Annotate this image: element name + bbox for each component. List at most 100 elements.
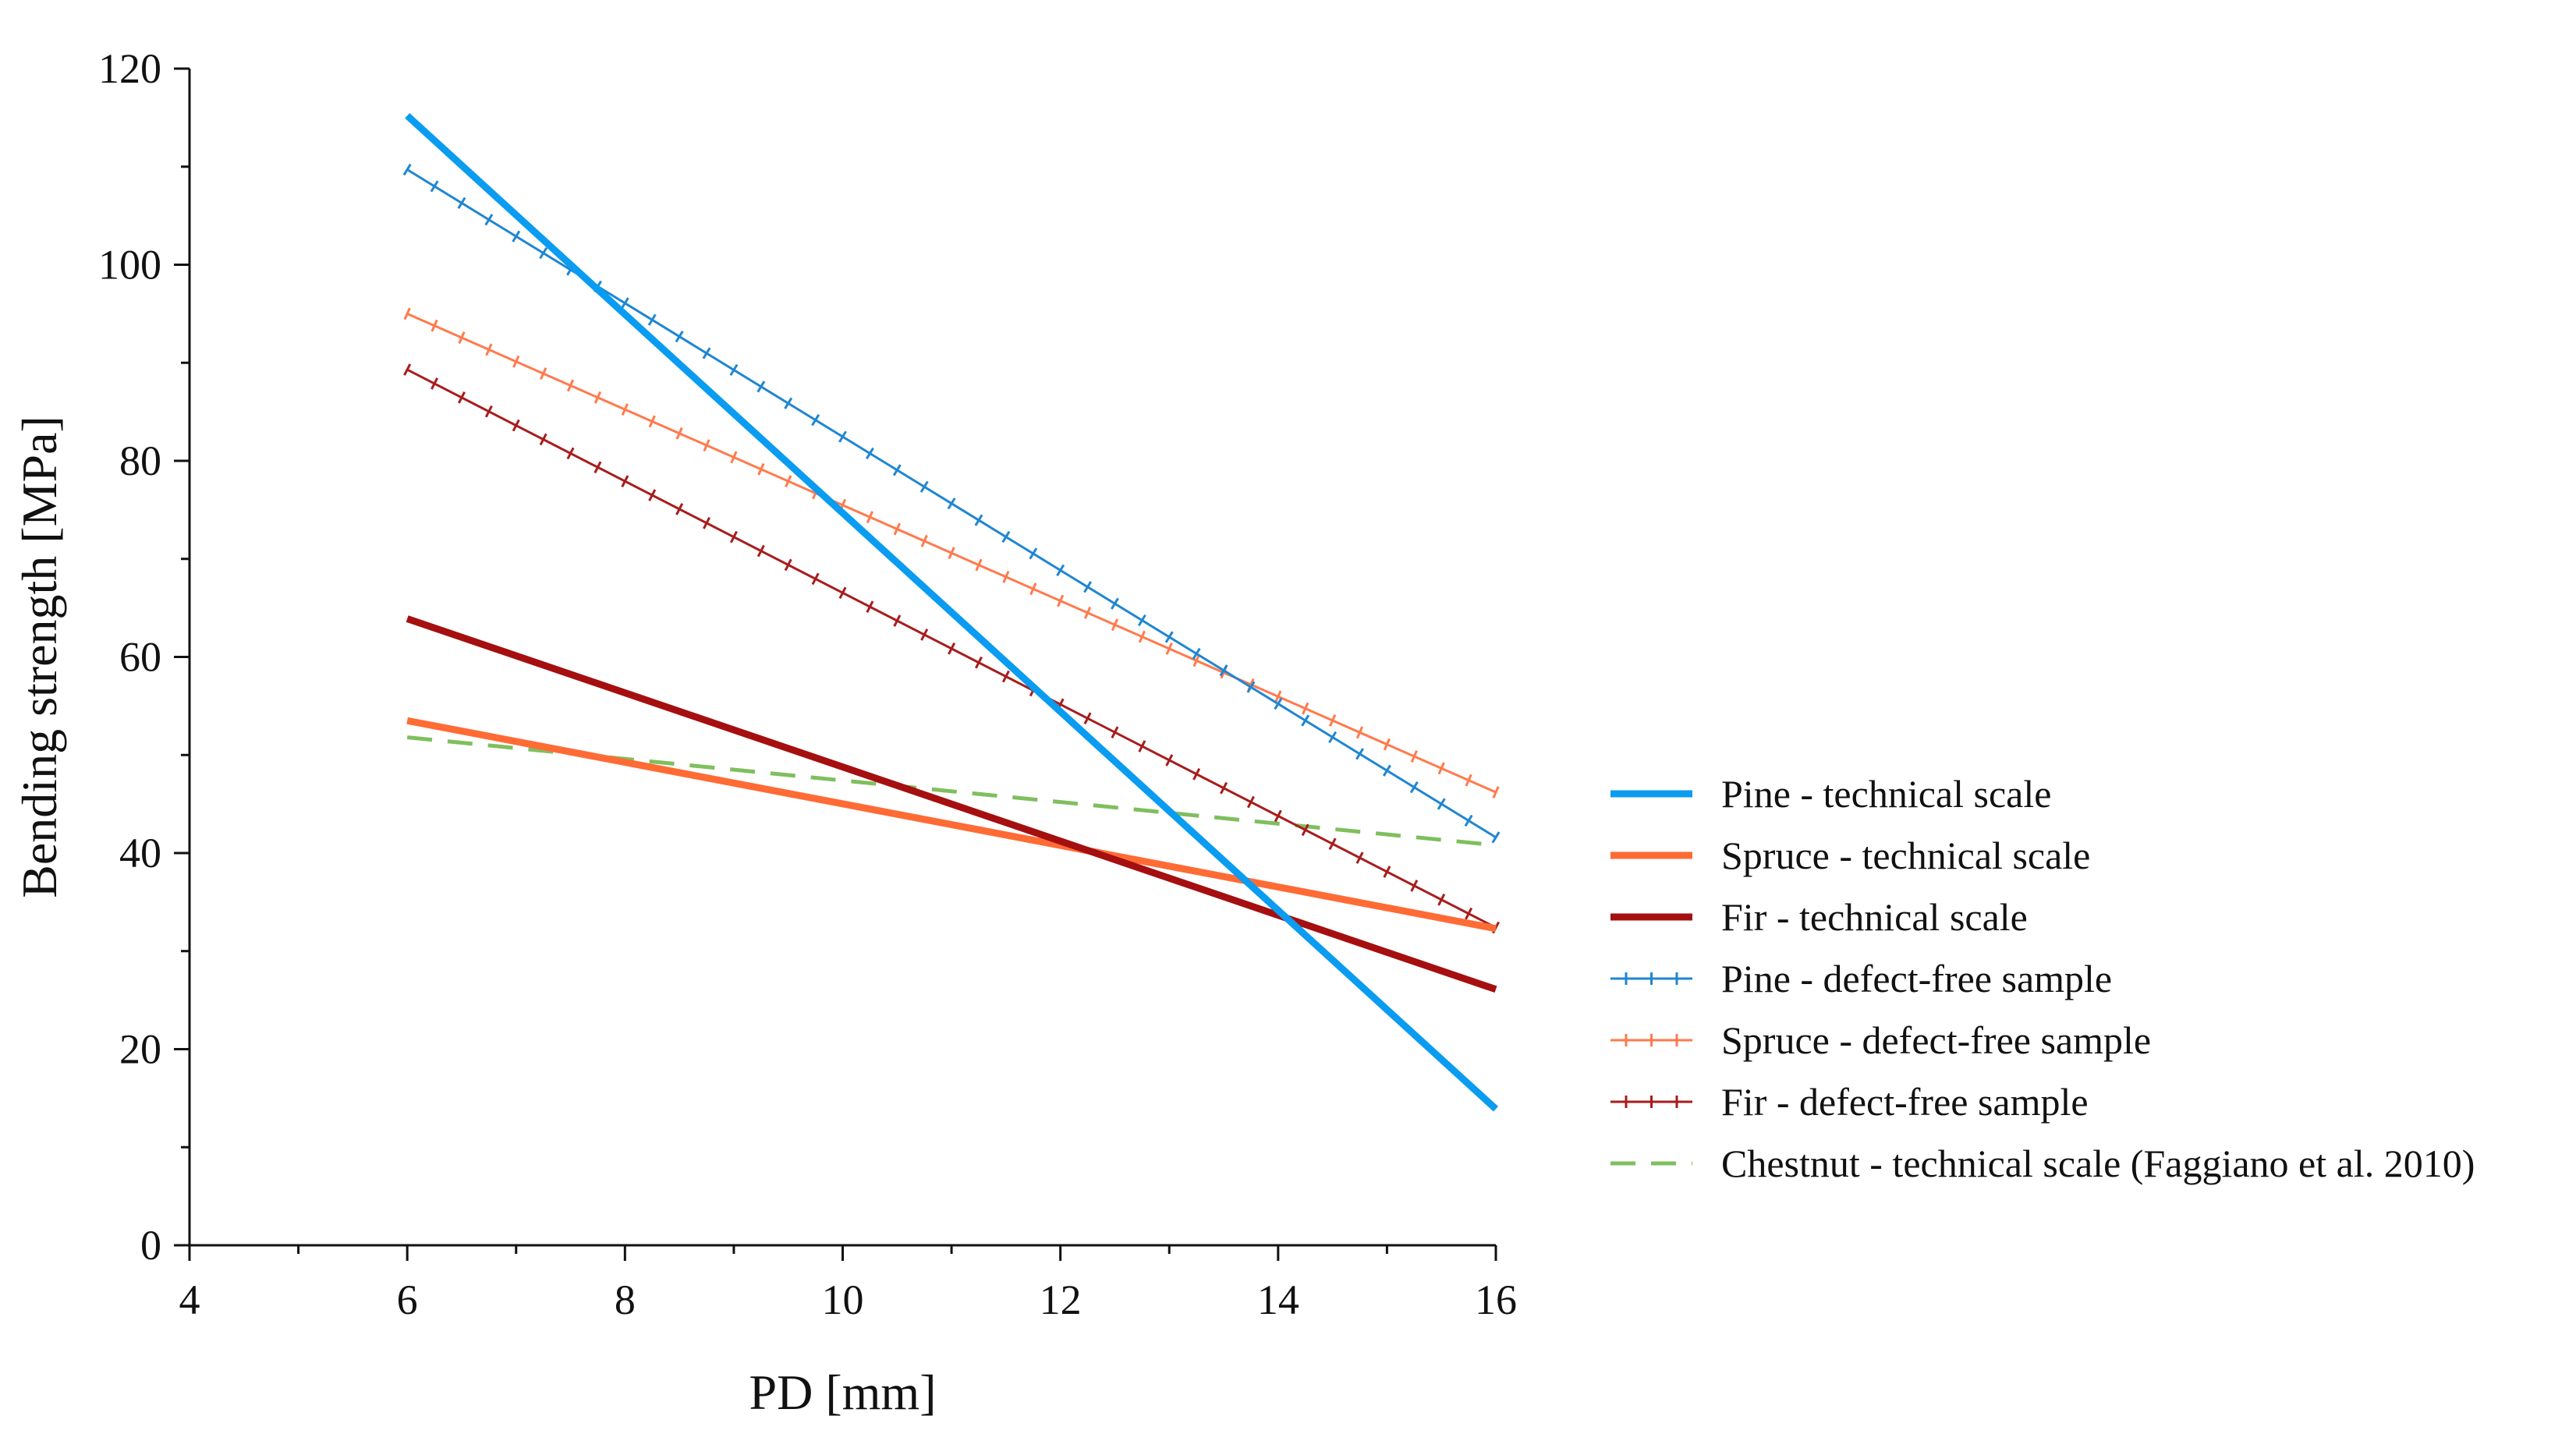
series-point xyxy=(1137,614,1146,627)
legend-item: Pine - defect-free sample xyxy=(1610,957,2112,1000)
x-axis-title: PD [mm] xyxy=(749,1365,937,1420)
series-point xyxy=(920,628,929,641)
series-point xyxy=(948,643,956,655)
series-point xyxy=(539,246,548,260)
series-point xyxy=(484,214,494,226)
series-point xyxy=(1083,581,1093,593)
series-point xyxy=(730,451,738,464)
series-point xyxy=(1111,618,1119,632)
series-point xyxy=(838,586,847,600)
series-point xyxy=(1192,767,1201,781)
legend-label: Fir - defect-free sample xyxy=(1721,1080,2089,1124)
series-point xyxy=(1437,798,1446,810)
series-point xyxy=(1110,597,1119,610)
series-point xyxy=(457,391,466,404)
series-spruce-technical-scale xyxy=(406,717,1497,933)
legend-label: Chestnut - technical scale (Faggiano et … xyxy=(1721,1142,2475,1185)
series-point xyxy=(784,397,793,409)
series-point xyxy=(974,656,983,669)
series-point xyxy=(621,403,629,416)
series-point xyxy=(866,511,873,524)
series-point xyxy=(893,614,902,627)
series-point xyxy=(402,163,412,176)
series-point xyxy=(975,558,983,572)
series-point xyxy=(1274,809,1282,823)
series-point xyxy=(1219,664,1228,677)
y-tick-label: 20 xyxy=(119,1026,161,1073)
series-point xyxy=(1138,740,1146,752)
series-point xyxy=(1410,880,1419,892)
series-point xyxy=(811,572,820,586)
series-point xyxy=(485,343,493,356)
series-point xyxy=(1355,726,1364,739)
y-tick-label: 100 xyxy=(98,242,161,289)
y-axis-title: Bending strength [MPa] xyxy=(12,416,67,898)
series-point xyxy=(431,319,438,332)
legend-label: Spruce - defect-free sample xyxy=(1721,1018,2151,1062)
series-point xyxy=(621,475,629,487)
y-tick-label: 80 xyxy=(119,437,161,484)
y-tick-label: 60 xyxy=(119,634,161,681)
series-point xyxy=(1274,698,1283,710)
legend-item: Pine - technical scale xyxy=(1610,772,2051,816)
legend-item: Fir - technical scale xyxy=(1610,895,2028,939)
series-point xyxy=(1437,762,1445,775)
series-point xyxy=(512,355,520,368)
series-point xyxy=(1165,754,1174,766)
x-ticks: 4 6 8 10 12 14 16 xyxy=(179,1245,1517,1323)
series-point xyxy=(947,497,956,510)
series-layer xyxy=(402,113,1501,1112)
series-point xyxy=(1246,681,1256,693)
series-point xyxy=(1383,738,1391,751)
series-point xyxy=(1138,630,1146,643)
series-point xyxy=(403,307,411,320)
series-point xyxy=(1410,750,1418,763)
series-point xyxy=(594,461,602,474)
legend-label: Pine - defect-free sample xyxy=(1721,957,2112,1000)
x-tick-label: 6 xyxy=(397,1276,418,1323)
series-point xyxy=(648,415,656,428)
series-point xyxy=(431,377,439,390)
series-point xyxy=(703,439,710,452)
x-tick-label: 10 xyxy=(822,1276,864,1323)
series-point xyxy=(675,503,684,515)
series-point xyxy=(1301,823,1309,837)
series-point xyxy=(1165,643,1173,655)
series-point xyxy=(920,534,928,547)
series-point xyxy=(1492,786,1500,798)
series-spruce-defect-free-sample xyxy=(403,307,1500,798)
series-point xyxy=(1465,774,1472,787)
series-fir-technical-scale xyxy=(406,615,1497,993)
series-point xyxy=(1382,764,1391,777)
series-point xyxy=(757,462,765,476)
series-point xyxy=(1164,631,1174,643)
series-point xyxy=(784,558,792,572)
series-point xyxy=(484,405,493,418)
series-point xyxy=(458,331,466,344)
series-point xyxy=(866,600,874,613)
series-point xyxy=(540,367,547,381)
series-point xyxy=(403,363,412,376)
series-point xyxy=(1491,831,1501,844)
series-fir-defect-free-sample xyxy=(403,363,1500,934)
legend-label: Spruce - technical scale xyxy=(1721,834,2090,877)
legend-item: Chestnut - technical scale (Faggiano et … xyxy=(1610,1142,2475,1185)
legend-item: Spruce - technical scale xyxy=(1610,834,2090,877)
series-point xyxy=(1029,582,1037,596)
x-tick-label: 14 xyxy=(1257,1276,1299,1323)
series-point xyxy=(594,391,602,404)
series-point xyxy=(1274,690,1282,703)
y-tick-label: 40 xyxy=(119,830,161,876)
series-point xyxy=(1083,606,1092,619)
legend: Pine - technical scale Spruce - technical… xyxy=(1610,772,2475,1185)
x-tick-label: 4 xyxy=(179,1276,200,1323)
series-point xyxy=(1001,670,1010,683)
series-point xyxy=(1383,866,1391,878)
series-point xyxy=(702,347,711,359)
series-point xyxy=(1355,748,1364,760)
series-point xyxy=(838,430,847,443)
x-tick-label: 8 xyxy=(615,1276,636,1323)
series-point xyxy=(1355,851,1364,864)
series-point xyxy=(948,547,955,560)
series-point xyxy=(974,514,983,526)
